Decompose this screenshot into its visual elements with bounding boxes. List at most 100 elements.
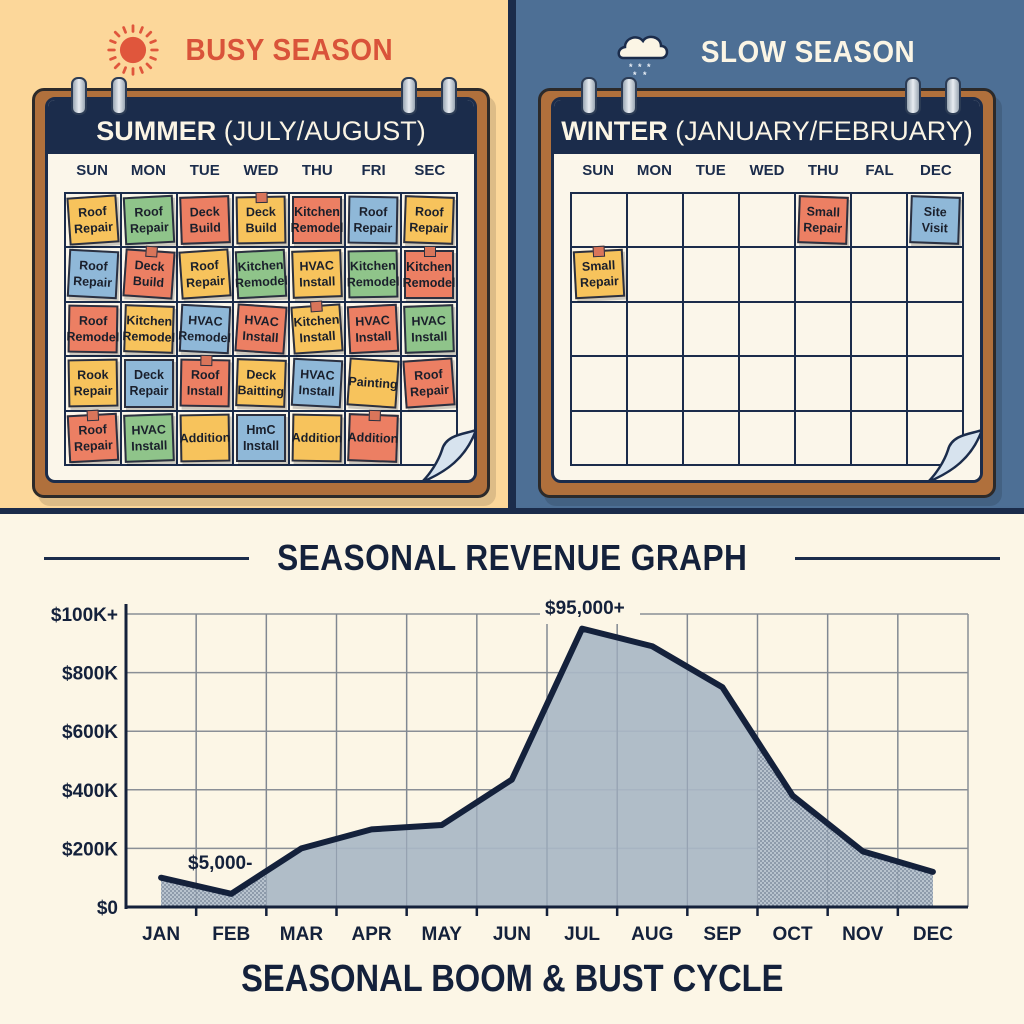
binder-ring bbox=[111, 77, 127, 115]
calendar-cell: Roof Install bbox=[178, 355, 234, 412]
sticky-note: Roof Repair bbox=[178, 248, 232, 301]
calendar-cell bbox=[572, 302, 628, 358]
sticky-note: Addition bbox=[180, 413, 230, 463]
x-tick-label: JUL bbox=[564, 924, 600, 945]
tape-icon bbox=[145, 246, 158, 258]
sticky-note: Kitchen Remodel bbox=[235, 249, 288, 301]
calendar-cell bbox=[796, 248, 852, 303]
low-annotation: $5,000- bbox=[188, 853, 252, 874]
sticky-note: Small Repair bbox=[797, 195, 849, 246]
binder-ring bbox=[441, 77, 457, 115]
calendar-cell: Roof Remodel bbox=[66, 302, 122, 358]
y-tick-label: $0 bbox=[97, 898, 118, 919]
calendar-cell: Roof Repair bbox=[66, 409, 122, 466]
footer-title: SEASONAL BOOM & BUST CYCLE bbox=[0, 958, 1024, 1001]
sticky-note: Roof Repair bbox=[66, 249, 120, 301]
busy-season-panel: BUSY SEASON SUMMER (JULY/AUGUST) SUN MON T… bbox=[0, 0, 510, 510]
binder-ring bbox=[401, 77, 417, 115]
calendar-cell bbox=[852, 248, 908, 303]
calendar-cell bbox=[628, 357, 684, 412]
calendar-cell bbox=[628, 194, 684, 249]
weekday-label: WED bbox=[749, 162, 785, 179]
calendar-cell: Kitchen Install bbox=[290, 300, 346, 358]
tape-icon bbox=[310, 300, 323, 313]
weekday-label: THU bbox=[807, 162, 839, 179]
calendar-cell: Deck Build bbox=[234, 191, 290, 249]
x-tick-label: MAY bbox=[422, 924, 463, 945]
calendar-cell bbox=[852, 357, 908, 412]
sticky-note: Rook Repair bbox=[67, 358, 119, 409]
calendar-cell: Deck Build bbox=[178, 194, 234, 249]
sticky-note: Roof Repair bbox=[347, 195, 399, 245]
sticky-note: Kitchen Remodel bbox=[347, 249, 400, 300]
calendar-cell bbox=[796, 302, 852, 358]
weekday-label: MON bbox=[636, 162, 672, 179]
sticky-note: Roof Remodel bbox=[66, 304, 119, 354]
calendar-cell bbox=[572, 411, 628, 466]
weekday-label: FAL bbox=[865, 162, 894, 179]
tape-icon bbox=[592, 246, 606, 258]
title-rule-right bbox=[795, 557, 1000, 560]
weekday-label: SUN bbox=[76, 162, 108, 179]
svg-text:*: * bbox=[629, 62, 633, 72]
chart-title: SEASONAL REVENUE GRAPH bbox=[0, 537, 1024, 579]
sticky-note: Site Visit bbox=[909, 195, 961, 246]
calendar-cell: HVAC Install bbox=[290, 357, 346, 412]
calendar-cell bbox=[572, 357, 628, 412]
sticky-note: Roof Repair bbox=[402, 357, 456, 410]
sticky-note: Roof Repair bbox=[122, 194, 176, 246]
slow-season-label: SLOW SEASON bbox=[700, 34, 915, 69]
sticky-note: HVAC Install bbox=[291, 249, 343, 300]
weekday-label: SUN bbox=[582, 162, 614, 179]
calendar-cell bbox=[684, 194, 740, 249]
x-tick-label: JUN bbox=[493, 924, 531, 945]
page-curl-icon bbox=[422, 429, 474, 480]
y-tick-label: $200K bbox=[62, 839, 118, 860]
winter-calendar: WINTER (JANUARY/FEBRUARY) SUN MON TUE WED TH… bbox=[551, 97, 983, 483]
heading-months: (JULY/AUGUST) bbox=[223, 116, 426, 146]
revenue-line bbox=[158, 625, 936, 897]
slow-season-title: * * * * * SLOW SEASON bbox=[514, 22, 1024, 82]
calendar-cell bbox=[628, 248, 684, 303]
calendar-cell bbox=[628, 411, 684, 466]
title-rule-left bbox=[44, 557, 249, 560]
winter-calendar-grid: Small Repair Site Visit Small Repair bbox=[570, 192, 964, 466]
panel-divider bbox=[508, 0, 516, 512]
sticky-note: Roof Repair bbox=[66, 194, 120, 247]
sticky-note: Addition bbox=[292, 413, 342, 463]
y-tick-label: $100K+ bbox=[51, 605, 118, 626]
summer-calendar: SUMMER (JULY/AUGUST) SUN MON TUE WED THU FRI S… bbox=[45, 97, 477, 483]
calendar-cell: HVAC Install bbox=[234, 302, 290, 358]
chart-labels: $0 $200K $400K $600K $800K $100K+ JAN FEB MAR APR… bbox=[51, 598, 953, 945]
calendar-cell: Addition bbox=[290, 411, 346, 466]
calendar-cell: Rook Repair bbox=[66, 357, 122, 412]
chart-axes bbox=[124, 604, 968, 916]
calendar-cell bbox=[684, 248, 740, 303]
sticky-note: Kitchen Remodel bbox=[291, 196, 343, 245]
peak-annotation: $95,000+ bbox=[545, 598, 625, 619]
y-tick-label: $800K bbox=[62, 664, 118, 685]
binder-ring bbox=[621, 77, 637, 115]
chart-title-text: SEASONAL REVENUE GRAPH bbox=[276, 537, 748, 578]
revenue-area-chart: $0 $200K $400K $600K $800K $100K+ JAN FEB MAR APR… bbox=[51, 598, 969, 945]
sticky-note: HVAC Install bbox=[403, 303, 455, 355]
calendar-cell: Deck Repair bbox=[122, 357, 178, 412]
x-tick-label: APR bbox=[352, 924, 392, 945]
weekday-label: TUE bbox=[695, 162, 726, 179]
calendar-cell bbox=[796, 411, 852, 466]
x-tick-label: MAR bbox=[280, 924, 324, 945]
page-curl-icon bbox=[928, 429, 980, 480]
calendar-cell bbox=[908, 357, 964, 412]
binder-ring bbox=[581, 77, 597, 115]
calendar-cell bbox=[572, 194, 628, 249]
calendar-cell bbox=[908, 248, 964, 303]
calendar-cell: Deck Baitting bbox=[234, 357, 290, 412]
weekday-label: TUE bbox=[189, 162, 220, 179]
tape-icon bbox=[86, 409, 100, 421]
snow-cloud-icon: * * * * * bbox=[617, 35, 669, 80]
calendar-cell bbox=[852, 411, 908, 466]
binder-ring bbox=[71, 77, 87, 115]
calendar-cell: Roof Repair bbox=[66, 248, 122, 303]
x-tick-label: NOV bbox=[842, 924, 884, 945]
sticky-note: HVAC Install bbox=[346, 303, 400, 355]
